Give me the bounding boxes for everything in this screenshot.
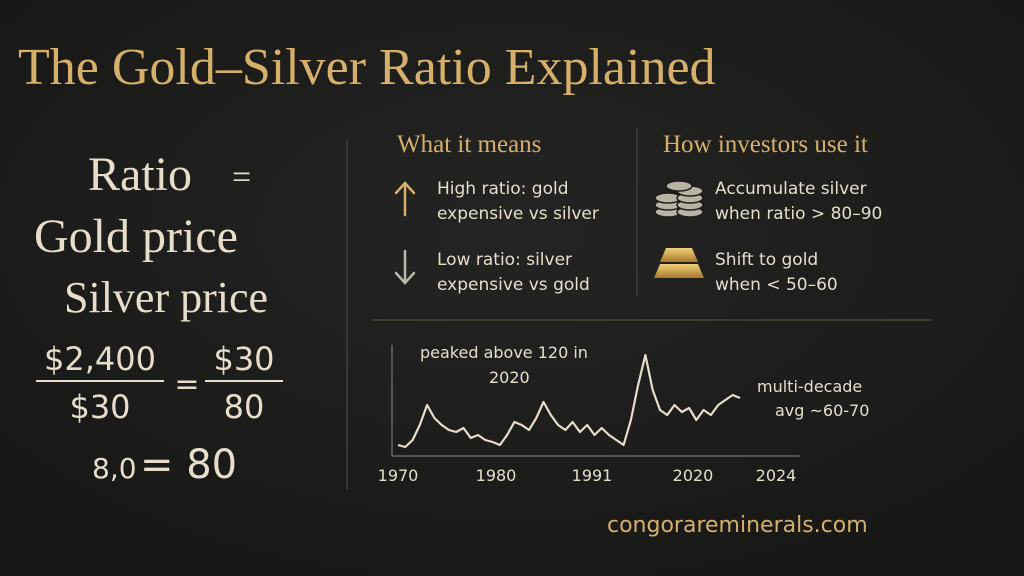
example-equals: = (174, 367, 199, 402)
result-right: = 80 (140, 442, 237, 488)
title: The Gold–Silver Ratio Explained (18, 39, 716, 96)
example-denominator: 80 (224, 388, 265, 426)
annotation: 2020 (489, 368, 530, 387)
section-heading: What it means (397, 131, 541, 158)
x-tick-label: 1970 (378, 466, 419, 485)
gold-bar-icon (654, 248, 704, 278)
annotation: multi-decade (757, 377, 862, 396)
arrow-down-icon (394, 249, 416, 285)
formula-denominator: Silver price (64, 273, 268, 322)
formula-numerator: Gold price (34, 210, 238, 263)
example-numerator: $30 (213, 340, 274, 378)
example-silver: $30 (69, 388, 130, 426)
annotation: avg ~60-70 (775, 401, 869, 420)
item-text: Accumulate silver (715, 179, 867, 199)
ratio-line (397, 353, 741, 449)
x-tick-label: 2024 (756, 466, 797, 485)
item-text: High ratio: gold (437, 179, 569, 199)
section-heading: How investors use it (663, 131, 868, 158)
example-gold: $2,400 (44, 340, 156, 378)
formula-equals: = (232, 159, 251, 196)
result-left: 8,0 (92, 452, 137, 485)
item-text: when ratio > 80–90 (715, 204, 882, 224)
x-tick-label: 1991 (572, 466, 613, 485)
coins-icon (654, 180, 704, 218)
footer: congorareminerals.com (607, 513, 868, 538)
x-tick-label: 1980 (476, 466, 517, 485)
annotation: peaked above 120 in (420, 343, 588, 362)
arrow-up-icon (394, 181, 416, 217)
item-text: Low ratio: silver (437, 250, 572, 270)
x-tick-label: 2020 (673, 466, 714, 485)
formula-ratio: Ratio (88, 148, 192, 201)
item-text: when < 50–60 (715, 275, 838, 295)
item-text: Shift to gold (715, 250, 818, 270)
item-text: expensive vs silver (437, 204, 599, 224)
item-text: expensive vs gold (437, 275, 590, 295)
